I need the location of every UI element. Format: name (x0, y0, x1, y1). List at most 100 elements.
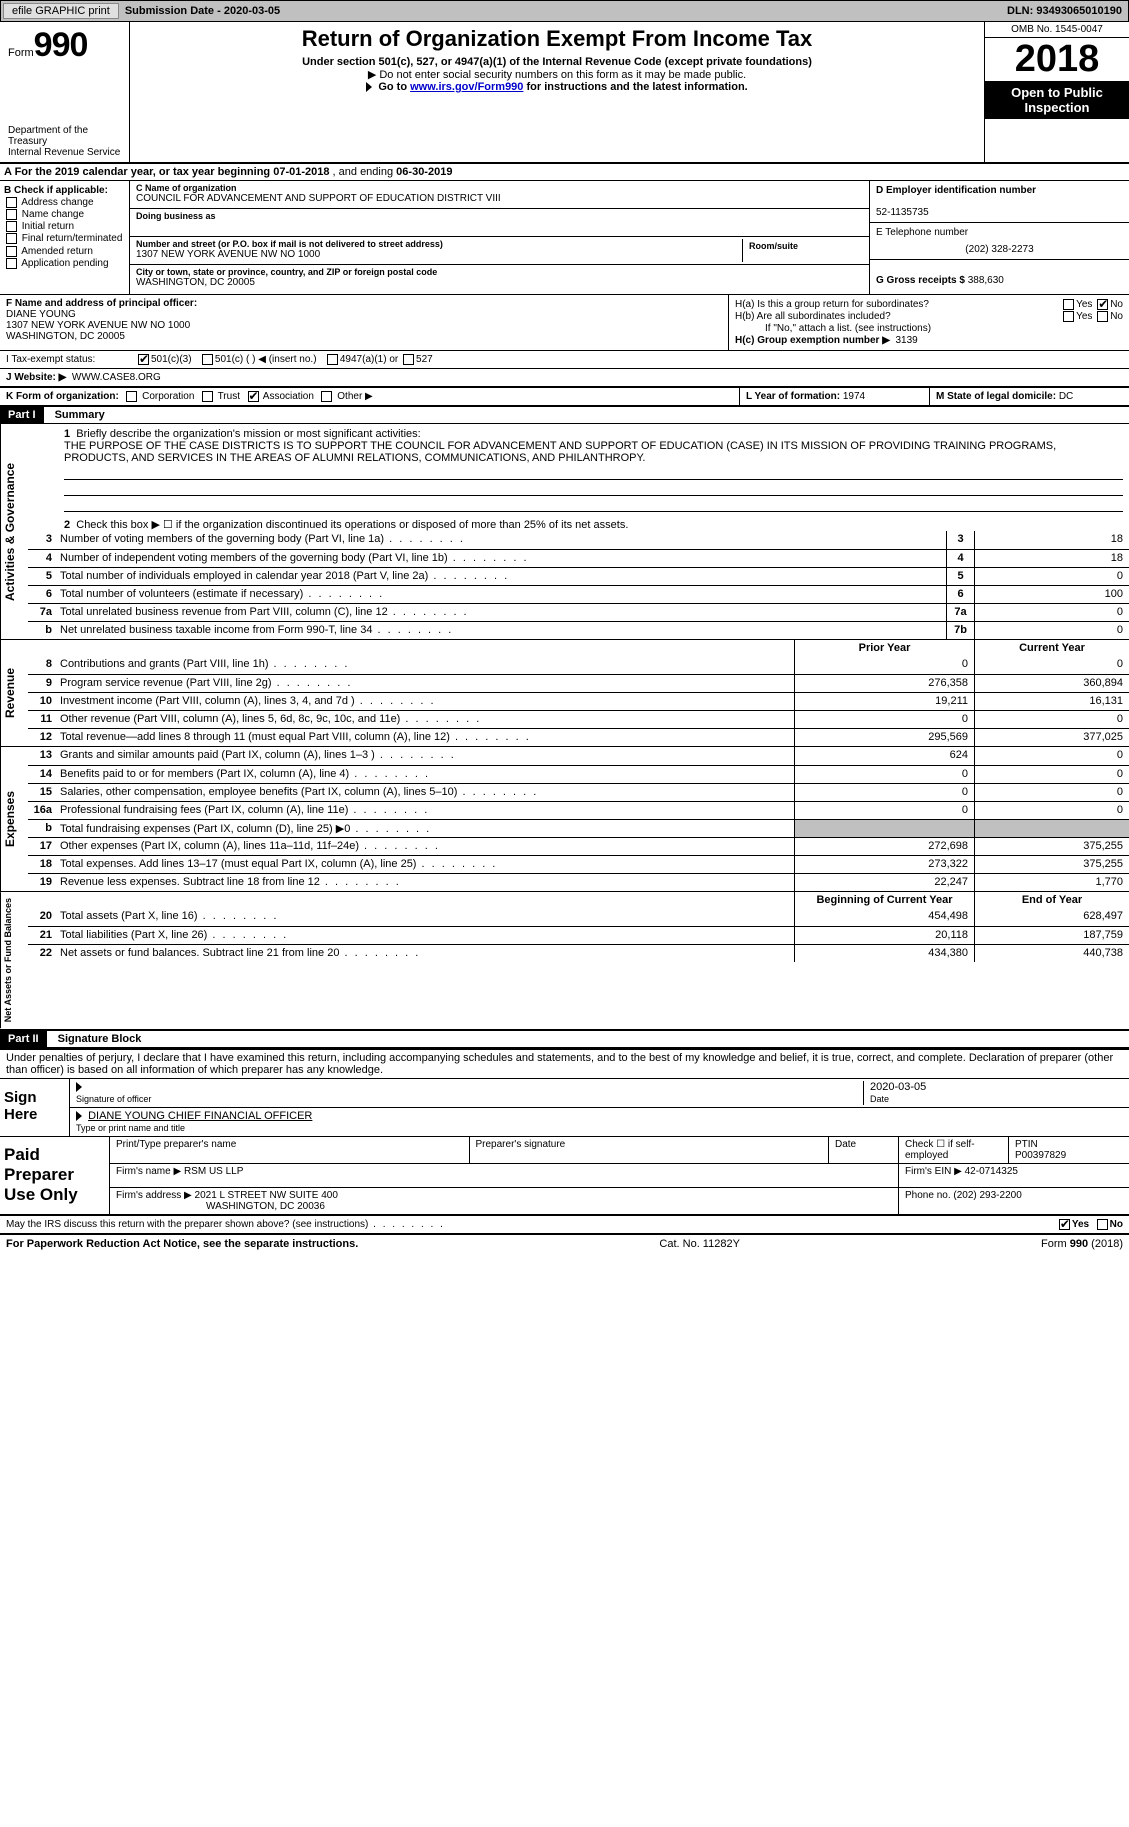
opt-527: 527 (416, 354, 433, 365)
prep-date-hdr: Date (829, 1137, 899, 1163)
summary-line: 7aTotal unrelated business revenue from … (28, 603, 1129, 621)
dln: DLN: 93493065010190 (1007, 5, 1128, 17)
chk-501c3[interactable] (138, 354, 149, 365)
treasury-dept: Department of the Treasury Internal Reve… (8, 65, 121, 158)
gross-label: G Gross receipts $ (876, 275, 968, 286)
chk-trust[interactable] (202, 391, 213, 402)
year-box: OMB No. 1545-0047 2018 Open to Public In… (984, 22, 1129, 162)
ha-yes[interactable] (1063, 299, 1074, 310)
paid-label: Paid Preparer Use Only (0, 1137, 110, 1214)
tel-value: (202) 328-2273 (876, 244, 1123, 255)
opt-501c: 501(c) ( ) ◀ (insert no.) (215, 354, 317, 365)
summary-line: 20Total assets (Part X, line 16)454,4986… (28, 908, 1129, 926)
hb-note: If "No," attach a list. (see instruction… (735, 323, 1123, 334)
prep-name-hdr: Print/Type preparer's name (110, 1137, 470, 1163)
chk-address-change[interactable]: Address change (4, 197, 125, 208)
hb-yes[interactable] (1063, 311, 1074, 322)
website-label: J Website: ▶ (6, 372, 66, 383)
summary-line: bTotal fundraising expenses (Part IX, co… (28, 819, 1129, 837)
form-number-cell: Form990 Department of the Treasury Inter… (0, 22, 130, 162)
row-j: J Website: ▶ WWW.CASE8.ORG (0, 369, 1129, 388)
firm-addr-label: Firm's address ▶ (116, 1190, 192, 1201)
may-yes[interactable] (1059, 1219, 1070, 1230)
summary-line: 12Total revenue—add lines 8 through 11 (… (28, 728, 1129, 746)
type-name-label: Type or print name and title (76, 1123, 185, 1133)
chk-initial-return[interactable]: Initial return (4, 221, 125, 232)
chk-corp[interactable] (126, 391, 137, 402)
irs-link[interactable]: www.irs.gov/Form990 (410, 81, 523, 93)
firm-addr2: WASHINGTON, DC 20036 (116, 1201, 325, 1212)
arrow-icon (366, 82, 372, 92)
chk-other[interactable] (321, 391, 332, 402)
part1-title: Summary (47, 407, 113, 423)
l-label: L Year of formation: (746, 391, 843, 402)
chk-app-pending[interactable]: Application pending (4, 258, 125, 269)
pen-icon-2 (76, 1111, 82, 1121)
omb-number: OMB No. 1545-0047 (985, 22, 1129, 38)
firm-phone: (202) 293-2200 (953, 1190, 1021, 1201)
subtitle-1: Under section 501(c), 527, or 4947(a)(1)… (130, 56, 984, 68)
period-mid: , and ending (333, 166, 397, 178)
subtitle-3: Go to www.irs.gov/Form990 for instructio… (130, 81, 984, 93)
row-fh: F Name and address of principal officer:… (0, 295, 1129, 351)
f-label: F Name and address of principal officer: (6, 298, 197, 309)
footer-right: Form 990 (2018) (1041, 1238, 1123, 1250)
chk-final-return[interactable]: Final return/terminated (4, 233, 125, 244)
summary-line: 21Total liabilities (Part X, line 26)20,… (28, 926, 1129, 944)
form-title: Return of Organization Exempt From Incom… (130, 26, 984, 52)
dept-line1: Department of the Treasury (8, 125, 121, 147)
summary-line: 14Benefits paid to or for members (Part … (28, 765, 1129, 783)
tel-box: E Telephone number (202) 328-2273 (870, 223, 1129, 260)
firm-label: Firm's name ▶ (116, 1166, 181, 1177)
title-block: Return of Organization Exempt From Incom… (130, 22, 984, 162)
ha-label: H(a) Is this a group return for subordin… (735, 299, 929, 310)
section-b: B Check if applicable: Address change Na… (0, 181, 130, 294)
ha-no[interactable] (1097, 299, 1108, 310)
may-no[interactable] (1097, 1219, 1108, 1230)
tel-label: E Telephone number (876, 227, 968, 238)
org-name: COUNCIL FOR ADVANCEMENT AND SUPPORT OF E… (136, 193, 863, 204)
ein-value: 52-1135735 (876, 207, 929, 218)
chk-name-change[interactable]: Name change (4, 209, 125, 220)
q2-label: Check this box ▶ ☐ if the organization d… (76, 519, 628, 531)
vtab-na: Net Assets or Fund Balances (0, 892, 28, 1028)
officer-addr2: WASHINGTON, DC 20005 (6, 331, 125, 342)
subtitle-2: Do not enter social security numbers on … (130, 68, 984, 81)
identity-block: B Check if applicable: Address change Na… (0, 181, 1129, 295)
efile-print-button[interactable]: efile GRAPHIC print (3, 3, 119, 19)
prep-sig-hdr: Preparer's signature (470, 1137, 830, 1163)
col-prior: Prior Year (794, 640, 974, 656)
hc-value: 3139 (895, 335, 917, 346)
officer-printed-name: DIANE YOUNG CHIEF FINANCIAL OFFICER (88, 1110, 312, 1122)
chk-501c[interactable] (202, 354, 213, 365)
period-begin: 07-01-2018 (273, 166, 329, 178)
officer-addr1: 1307 NEW YORK AVENUE NW NO 1000 (6, 320, 190, 331)
chk-4947[interactable] (327, 354, 338, 365)
summary-line: 22Net assets or fund balances. Subtract … (28, 944, 1129, 962)
summary-line: 13Grants and similar amounts paid (Part … (28, 747, 1129, 765)
chk-amended[interactable]: Amended return (4, 246, 125, 257)
org-name-box: C Name of organization COUNCIL FOR ADVAN… (130, 181, 869, 209)
summary-line: 8Contributions and grants (Part VIII, li… (28, 656, 1129, 674)
firm-name: RSM US LLP (184, 1166, 243, 1177)
dln-value: 93493065010190 (1036, 5, 1122, 17)
firm-ein-label: Firm's EIN ▶ (905, 1166, 962, 1177)
summary-line: 9Program service revenue (Part VIII, lin… (28, 674, 1129, 692)
period-end: 06-30-2019 (396, 166, 452, 178)
summary-line: 5Total number of individuals employed in… (28, 567, 1129, 585)
hb-no[interactable] (1097, 311, 1108, 322)
perjury-text: Under penalties of perjury, I declare th… (0, 1048, 1129, 1078)
b-title: B Check if applicable: (4, 185, 108, 196)
hb-label: H(b) Are all subordinates included? (735, 311, 891, 322)
chk-assoc[interactable] (248, 391, 259, 402)
chk-527[interactable] (403, 354, 414, 365)
page-footer: For Paperwork Reduction Act Notice, see … (0, 1235, 1129, 1253)
part2-title: Signature Block (50, 1031, 150, 1047)
section-m: M State of legal domicile: DC (929, 388, 1129, 405)
prep-self-hdr: Check ☐ if self-employed (899, 1137, 1009, 1163)
row-i: I Tax-exempt status: 501(c)(3) 501(c) ( … (0, 351, 1129, 369)
q1-label: Briefly describe the organization's miss… (76, 428, 420, 440)
footer-left: For Paperwork Reduction Act Notice, see … (6, 1238, 358, 1250)
vtab-exp: Expenses (0, 747, 28, 891)
vtab-rev: Revenue (0, 640, 28, 746)
